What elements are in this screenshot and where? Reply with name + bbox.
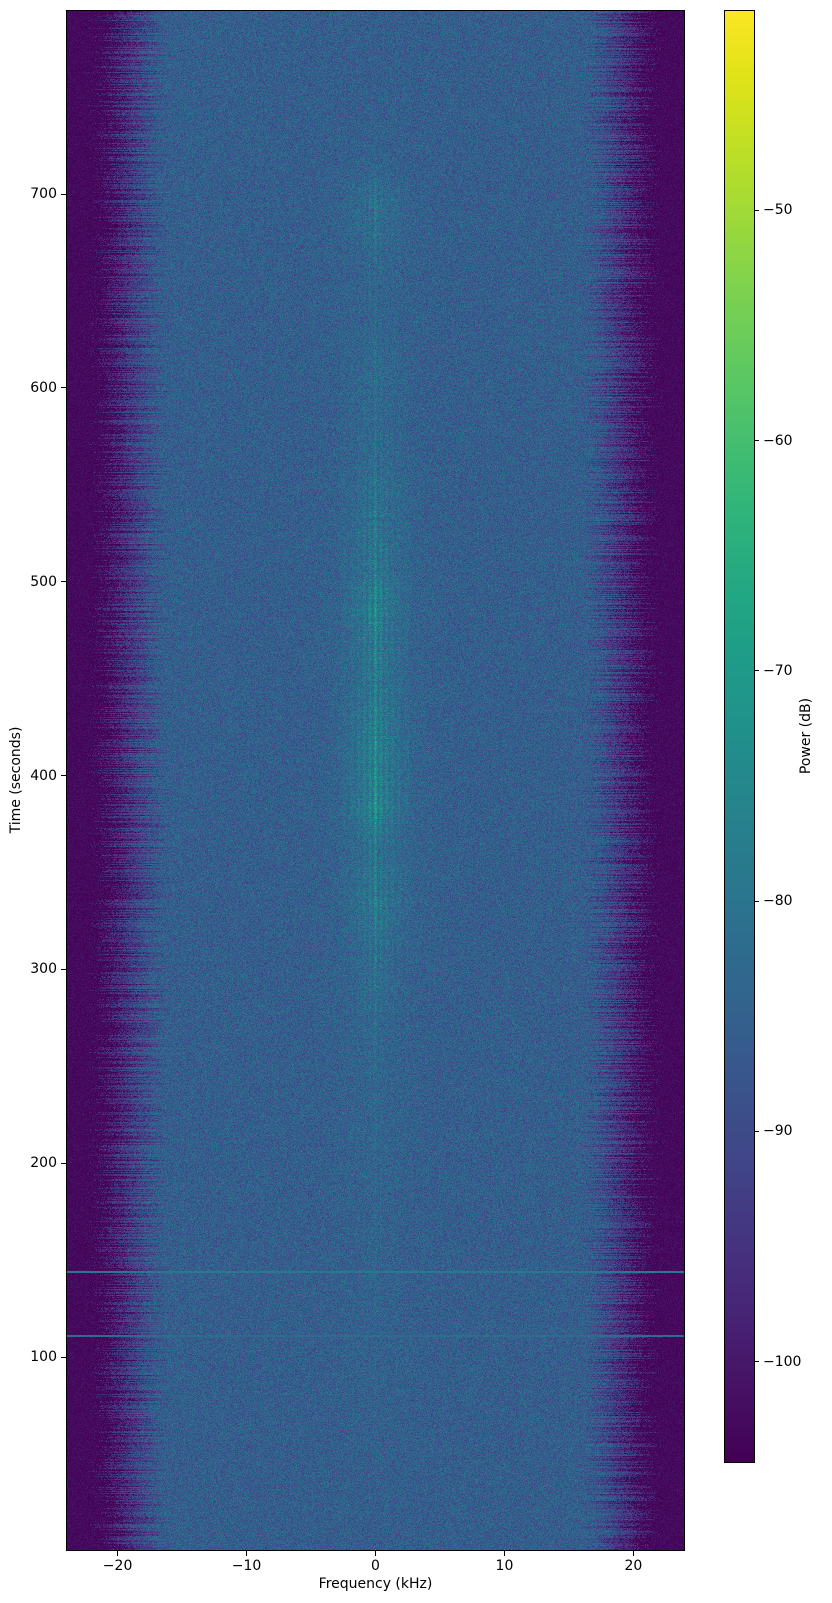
y-tick-label: 700 xyxy=(30,186,57,203)
colorbar-tick-mark xyxy=(755,440,759,442)
colorbar-tick-mark xyxy=(755,670,759,672)
x-tick-label: 10 xyxy=(495,1558,514,1574)
y-tick-label: 400 xyxy=(30,767,57,784)
x-tick-label: −10 xyxy=(231,1558,262,1574)
colorbar-tick-mark xyxy=(755,1361,759,1363)
y-tick-label: 500 xyxy=(30,573,57,590)
x-tick-mark xyxy=(246,1551,248,1556)
y-tick-label: 100 xyxy=(30,1349,57,1366)
x-tick-mark xyxy=(632,1551,634,1556)
colorbar-tick-label: −80 xyxy=(763,893,793,910)
colorbar-tick-label: −70 xyxy=(763,662,793,679)
y-tick-label: 600 xyxy=(30,379,57,396)
x-tick-mark xyxy=(117,1551,119,1556)
colorbar-tick-label: −100 xyxy=(763,1353,802,1370)
y-axis-label: Time (seconds) xyxy=(8,726,24,834)
colorbar-gradient xyxy=(724,10,755,1463)
colorbar-tick-mark xyxy=(755,1130,759,1132)
x-tick-label: −20 xyxy=(102,1558,133,1574)
x-tick-label: 0 xyxy=(371,1558,380,1574)
colorbar-label: Power (dB) xyxy=(798,697,814,775)
colorbar-tick-mark xyxy=(755,900,759,902)
y-tick-label: 300 xyxy=(30,961,57,978)
colorbar-tick-label: −90 xyxy=(763,1123,793,1140)
y-tick-label: 200 xyxy=(30,1155,57,1172)
colorbar-tick-label: −60 xyxy=(763,432,793,449)
x-tick-mark xyxy=(503,1551,505,1556)
x-tick-label: 20 xyxy=(624,1558,643,1574)
colorbar-tick-label: −50 xyxy=(763,202,793,219)
colorbar-tick-mark xyxy=(755,209,759,211)
spectrogram-heatmap xyxy=(66,10,685,1551)
x-tick-mark xyxy=(375,1551,376,1556)
x-axis-label: Frequency (kHz) xyxy=(318,1576,433,1592)
